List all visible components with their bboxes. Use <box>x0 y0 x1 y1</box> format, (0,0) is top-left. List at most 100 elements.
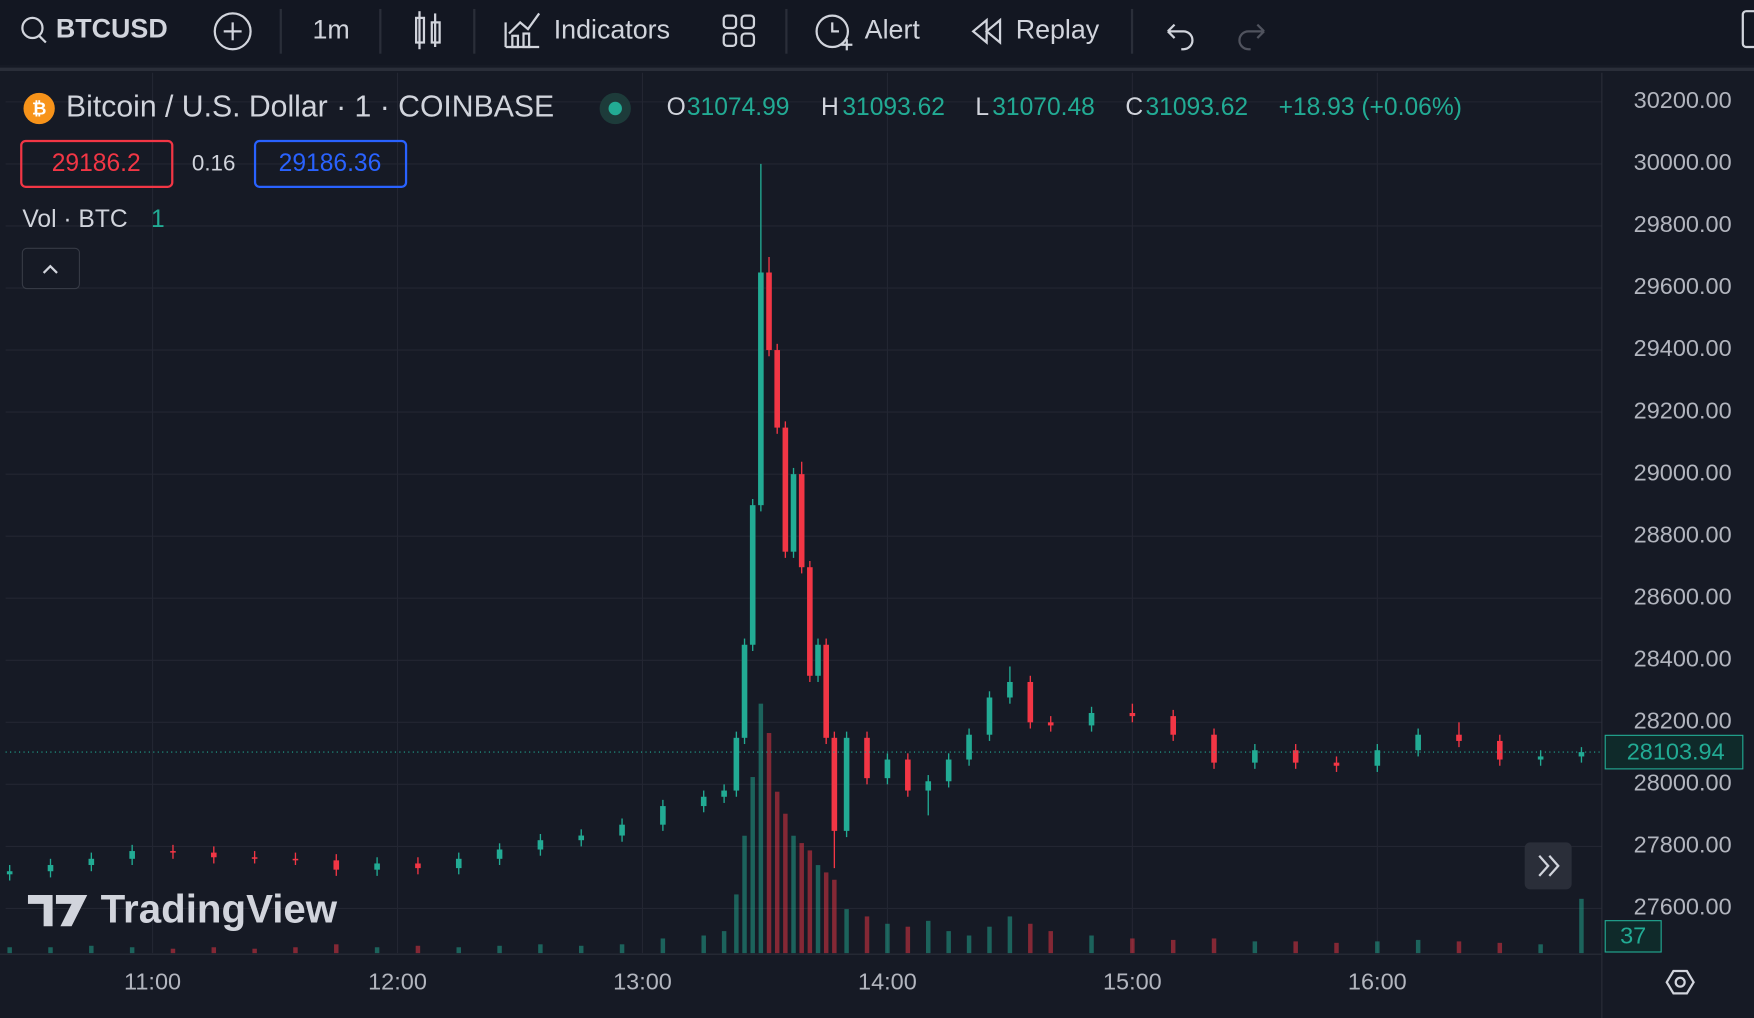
candle-body <box>619 824 625 836</box>
volume-bar <box>1375 941 1380 954</box>
volume-bar <box>211 947 217 954</box>
y-tick-label: 29000.00 <box>1634 459 1732 485</box>
candle-body <box>1415 734 1421 751</box>
volume-bar <box>1252 941 1258 954</box>
candle-body <box>925 781 932 791</box>
candle-body <box>211 852 217 858</box>
settings-icon <box>1674 976 1686 988</box>
ohlc-value: 31074.99 <box>687 94 790 121</box>
change: +18.93 (+0.06%) <box>1279 94 1462 121</box>
alert-button[interactable]: Alert <box>865 14 921 44</box>
candle-body <box>766 272 772 351</box>
collapse-icon <box>42 264 58 274</box>
ohlc-label: L <box>975 94 989 121</box>
volume-bar <box>1211 938 1217 954</box>
volume-bar <box>926 920 931 954</box>
volume-bar <box>832 879 837 954</box>
candle-body <box>496 849 503 859</box>
indicators-button[interactable]: Indicators <box>554 14 670 44</box>
candle-body <box>1292 750 1299 763</box>
volume-bar <box>1293 941 1298 954</box>
scroll-icon <box>1538 855 1560 877</box>
candle-body <box>884 759 891 779</box>
candle-body <box>807 567 813 676</box>
volume-bar <box>1497 942 1503 954</box>
last-price-label: 28103.94 <box>1627 738 1725 764</box>
y-tick-label: 27800.00 <box>1634 832 1732 858</box>
candle-body <box>292 858 299 861</box>
candle-body <box>798 474 805 568</box>
candle-body <box>6 871 13 875</box>
volume-bar <box>1048 931 1053 954</box>
ohlc-label: C <box>1125 94 1143 121</box>
candle-body <box>741 644 748 738</box>
logo-mark <box>27 894 88 927</box>
volume-bar <box>750 777 755 954</box>
candle-body <box>537 840 544 850</box>
candle-body <box>1129 713 1136 717</box>
candle-body <box>374 863 380 870</box>
ohlc-value: 31093.62 <box>1145 94 1248 121</box>
volume-bar <box>721 931 727 954</box>
volume-bar <box>619 944 625 954</box>
replay-button[interactable]: Replay <box>1016 14 1100 44</box>
volume-bar <box>334 944 339 954</box>
candle-body <box>1252 750 1258 763</box>
interval-button[interactable]: 1m <box>312 14 349 44</box>
buy-price[interactable]: 29186.36 <box>279 150 382 177</box>
candle-body <box>251 857 258 859</box>
x-tick-label: 12:00 <box>368 969 427 995</box>
volume-bar <box>293 947 298 954</box>
volume-title: Vol · BTC <box>22 206 127 233</box>
volume-bar <box>456 947 461 954</box>
sell-button[interactable] <box>20 139 174 188</box>
volume-bar <box>783 813 788 954</box>
candle-body <box>415 863 421 869</box>
ohlc-label: H <box>821 94 839 121</box>
volume-bar <box>1415 939 1421 954</box>
volume-bar <box>374 947 380 954</box>
candle-body <box>758 272 764 506</box>
volume-bar <box>578 945 584 954</box>
y-tick-label: 29200.00 <box>1634 397 1732 423</box>
volume-bar <box>758 703 764 954</box>
toolbar-separators <box>279 8 1134 54</box>
volume-bar <box>742 835 747 954</box>
x-tick-label: 15:00 <box>1103 969 1162 995</box>
y-tick-label: 28600.00 <box>1634 583 1732 609</box>
volume-bar <box>885 923 890 954</box>
y-tick-label: 30200.00 <box>1634 87 1732 113</box>
x-tick-label: 11:00 <box>124 969 181 995</box>
logo-text: TradingView <box>101 886 338 931</box>
candle-body <box>170 851 176 853</box>
x-tick-label: 13:00 <box>613 969 672 995</box>
ohlc-label: O <box>667 94 686 121</box>
volume-bar <box>1007 916 1013 954</box>
sell-price[interactable]: 29186.2 <box>52 150 141 177</box>
volume-bar <box>1579 898 1584 954</box>
settings-button[interactable] <box>1665 969 1695 995</box>
volume-bar <box>791 835 796 954</box>
volume-bar <box>660 938 666 954</box>
toolbar <box>0 0 1754 65</box>
volume-bar <box>844 909 849 954</box>
candle-body <box>774 350 780 428</box>
volume-bar <box>987 926 992 954</box>
volume-bar <box>701 935 706 954</box>
candle-body <box>749 505 756 645</box>
symbol-button[interactable]: BTCUSD <box>56 13 168 43</box>
candle-body <box>1047 722 1054 726</box>
collapse-button[interactable] <box>21 247 80 290</box>
y-tick-label: 29600.00 <box>1634 273 1732 299</box>
candle-body <box>815 644 821 676</box>
candle-body <box>790 474 797 552</box>
volume-value: 1 <box>151 206 165 233</box>
volume-bar <box>1130 938 1135 954</box>
x-tick-label: 16:00 <box>1348 969 1407 995</box>
candle-body <box>455 858 462 869</box>
y-tick-label: 28400.00 <box>1634 645 1732 671</box>
buy-button[interactable] <box>253 139 408 188</box>
candle-body <box>129 851 135 859</box>
y-tick-label: 28200.00 <box>1634 708 1732 734</box>
